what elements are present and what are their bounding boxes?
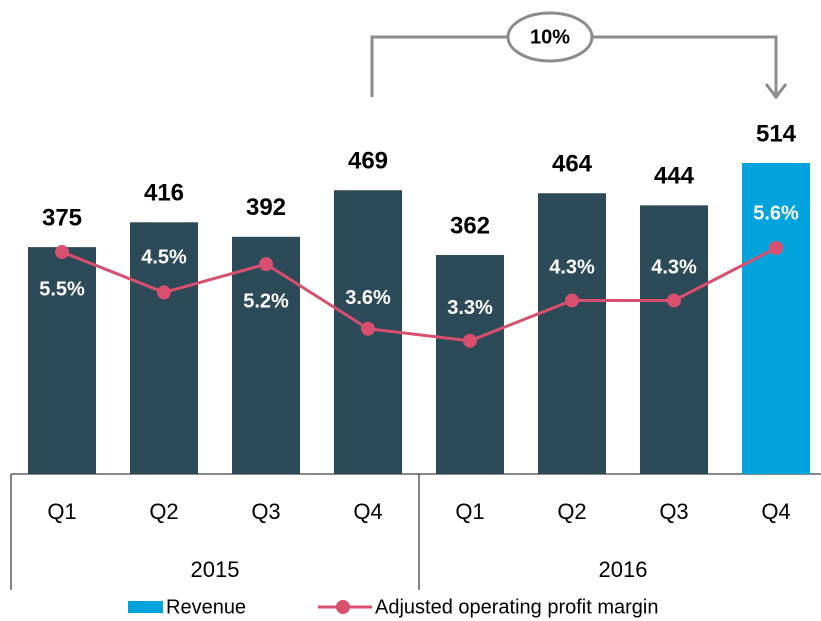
margin-line	[61, 246, 777, 343]
x-tick-label: Q2	[149, 499, 178, 524]
margin-point	[463, 333, 477, 348]
margin-point	[565, 293, 579, 308]
bar-value-label: 362	[450, 212, 490, 239]
margin-label: 4.3%	[651, 257, 697, 279]
legend-marker	[336, 600, 350, 614]
group-label: 2015	[191, 557, 240, 582]
x-tick-label: Q1	[47, 499, 76, 524]
annotation-ellipse	[506, 11, 594, 63]
x-tick-label: Q3	[659, 499, 688, 524]
margin-point	[361, 321, 375, 336]
bar	[232, 236, 300, 474]
bar-value-label: 469	[348, 148, 388, 175]
x-tick-label: Q2	[557, 499, 586, 524]
bar	[28, 247, 96, 474]
x-tick-label: Q3	[251, 499, 280, 524]
bar-value-label: 416	[144, 180, 184, 207]
axes	[10, 473, 821, 590]
bracket-left	[370, 35, 508, 97]
bar-value-label: 464	[552, 151, 593, 178]
bar-value-label: 514	[756, 120, 797, 147]
bar-value-label: 375	[42, 204, 82, 231]
growth-bracket	[370, 11, 788, 100]
margin-point	[769, 241, 783, 255]
margin-label: 5.5%	[39, 278, 85, 300]
margin-label: 4.5%	[141, 247, 187, 269]
legend-label: Adjusted operating profit margin	[375, 596, 659, 618]
x-tick-label: Q4	[761, 499, 790, 524]
margin-point	[157, 285, 171, 300]
margin-label: 3.6%	[345, 287, 391, 309]
margin-label: 5.6%	[753, 202, 799, 224]
bar	[742, 163, 810, 474]
margin-label: 5.2%	[243, 290, 289, 312]
annotation: 10%	[530, 26, 570, 48]
group-label: 2016	[599, 557, 648, 582]
margin-point	[55, 245, 69, 260]
bar-value-label: 392	[246, 194, 286, 221]
margin-label: 3.3%	[447, 297, 493, 319]
x-tick-label: Q1	[455, 499, 484, 524]
bracket-arrow	[764, 83, 788, 100]
margin-label: 4.3%	[549, 257, 595, 279]
legend-swatch	[128, 601, 163, 613]
bar-value-label: 444	[654, 163, 695, 190]
margin-point	[259, 257, 273, 272]
bar	[538, 193, 606, 474]
bracket-right	[592, 35, 778, 95]
x-tick-label: Q4	[353, 499, 382, 524]
bar	[436, 254, 504, 474]
bar	[640, 205, 708, 475]
margin-point	[667, 293, 681, 308]
legend-label: Revenue	[166, 596, 246, 618]
bar	[130, 222, 198, 474]
